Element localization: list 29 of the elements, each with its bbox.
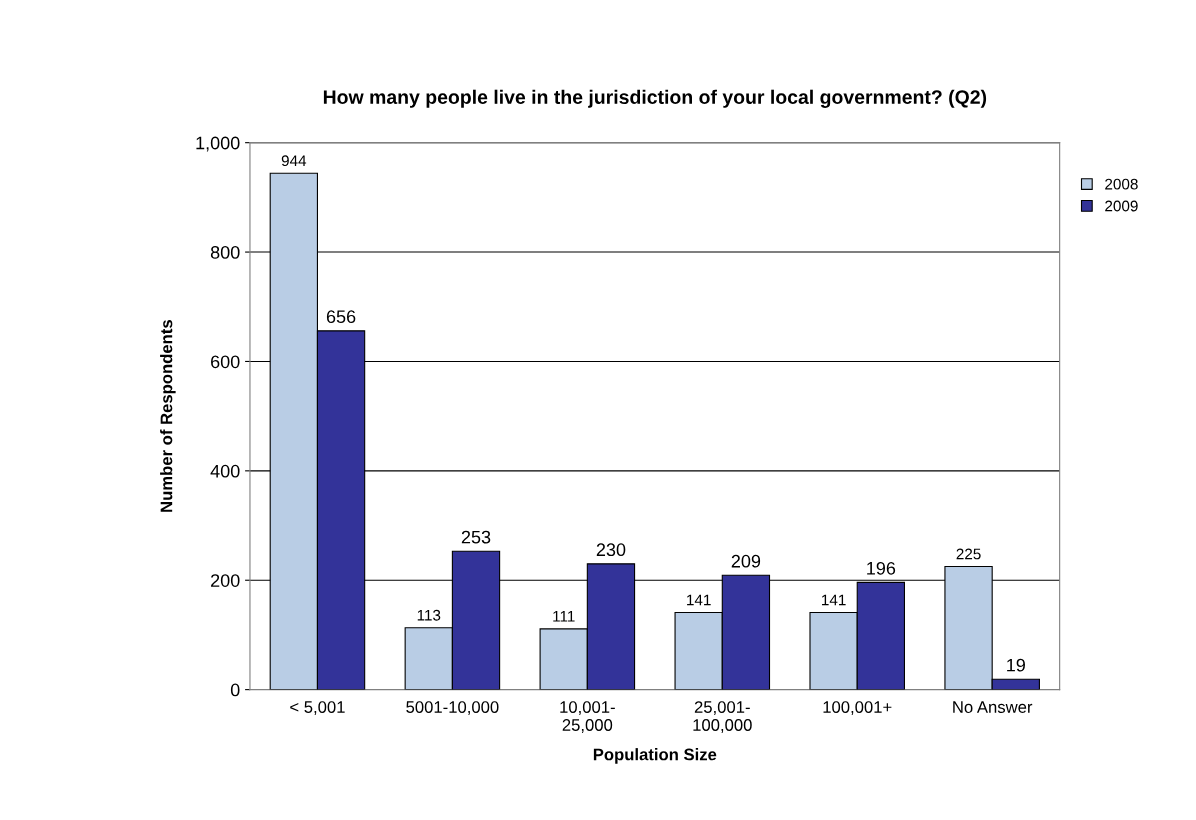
data-label: 196	[867, 561, 896, 575]
data-label: 141	[687, 594, 711, 606]
data-label: 19	[1007, 658, 1025, 672]
chart-title: How many people live in the jurisdiction of your local government? (Q2)	[323, 89, 987, 108]
x-tick-label: 100,001+	[823, 701, 892, 715]
data-label: 230	[596, 543, 626, 557]
x-tick-label: 5001-10,000	[406, 701, 499, 715]
x-tick-label: 25,001- 100,000	[693, 701, 752, 733]
y-tick-label: 200	[211, 574, 240, 587]
y-tick-label: 0	[230, 683, 240, 697]
data-label: 111	[553, 611, 575, 622]
data-label: 656	[326, 310, 356, 324]
data-label: 141	[822, 594, 846, 606]
x-axis-title: Population Size	[593, 748, 717, 764]
x-tick-label: No Answer	[953, 701, 1033, 713]
y-axis-title: Number of Respondents	[160, 320, 176, 512]
y-tick-label: 1,000	[196, 136, 240, 152]
data-label: 253	[461, 530, 491, 544]
x-tick-label: < 5,001	[290, 701, 345, 715]
y-tick-label: 800	[210, 246, 240, 259]
legend-label: 2009	[1105, 200, 1138, 212]
y-tick-label: 600	[211, 355, 240, 369]
data-label: 944	[281, 155, 307, 167]
y-tick-label: 400	[210, 464, 240, 478]
x-tick-label: 10,001- 25,000	[560, 701, 615, 733]
data-label: 209	[731, 554, 761, 568]
data-label: 113	[417, 609, 441, 621]
legend-label: 2008	[1105, 178, 1138, 190]
data-label: 225	[956, 548, 981, 560]
